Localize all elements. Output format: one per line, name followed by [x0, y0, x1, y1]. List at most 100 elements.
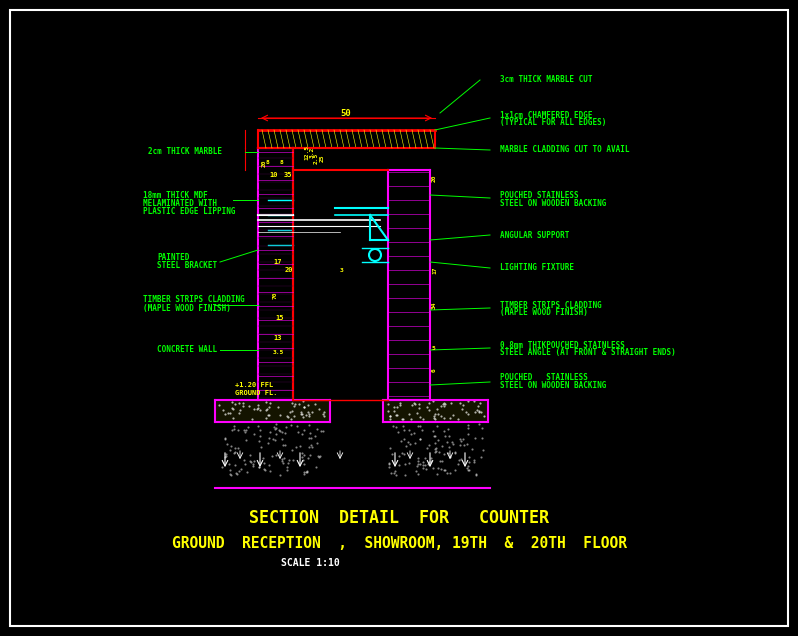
Point: [437, 425, 450, 436]
Point: [435, 401, 448, 411]
Point: [227, 404, 239, 414]
Point: [280, 411, 293, 421]
Point: [276, 456, 289, 466]
Point: [282, 455, 295, 466]
Point: [292, 427, 305, 437]
Point: [452, 459, 464, 469]
Point: [280, 422, 293, 432]
Point: [222, 408, 235, 418]
Point: [388, 402, 401, 412]
Point: [429, 408, 441, 418]
Point: [402, 408, 415, 418]
Point: [239, 435, 252, 445]
Point: [261, 404, 274, 415]
Point: [263, 410, 275, 420]
Text: (MAPLE WOOD FINISH): (MAPLE WOOD FINISH): [143, 303, 231, 312]
Text: STEEL ON WOODEN BACKING: STEEL ON WOODEN BACKING: [500, 382, 606, 391]
Point: [299, 467, 312, 477]
Point: [429, 447, 441, 457]
Bar: [383, 400, 488, 422]
Point: [437, 398, 450, 408]
Text: +1.20 FFL: +1.20 FFL: [235, 382, 273, 388]
Point: [248, 429, 261, 439]
Point: [417, 413, 429, 424]
Point: [314, 451, 326, 461]
Point: [412, 453, 425, 464]
Point: [443, 431, 456, 441]
Point: [393, 451, 405, 461]
Point: [416, 425, 429, 436]
Point: [414, 459, 427, 469]
Point: [215, 462, 228, 473]
Point: [394, 398, 407, 408]
Text: POUCHED STAINLESS: POUCHED STAINLESS: [500, 191, 579, 200]
Point: [417, 457, 429, 467]
Point: [420, 464, 433, 474]
Point: [423, 439, 436, 450]
Point: [421, 459, 434, 469]
Point: [223, 469, 236, 479]
Point: [390, 410, 403, 420]
Point: [224, 465, 237, 475]
Point: [226, 396, 239, 406]
Point: [252, 403, 265, 413]
Point: [302, 411, 315, 421]
Point: [270, 429, 282, 439]
Point: [285, 414, 298, 424]
Point: [448, 464, 461, 474]
Point: [436, 441, 448, 452]
Point: [313, 452, 326, 462]
Point: [259, 405, 272, 415]
Point: [462, 452, 475, 462]
Point: [277, 440, 290, 450]
Point: [382, 459, 395, 469]
Text: GROUND  RECEPTION  ,  SHOWROOM, 19TH  &  20TH  FLOOR: GROUND RECEPTION , SHOWROOM, 19TH & 20TH…: [172, 536, 626, 551]
Point: [457, 399, 470, 410]
Point: [310, 438, 323, 448]
Text: 3cm THICK MARBLE CUT: 3cm THICK MARBLE CUT: [500, 76, 592, 85]
Point: [455, 436, 468, 446]
Point: [414, 434, 427, 445]
Point: [238, 455, 251, 465]
Point: [406, 400, 419, 410]
Point: [428, 413, 440, 423]
Point: [236, 398, 249, 408]
Point: [267, 422, 280, 432]
Point: [290, 421, 303, 431]
Point: [254, 431, 267, 441]
Point: [236, 401, 249, 411]
Point: [298, 402, 310, 412]
Point: [463, 457, 476, 467]
Point: [432, 436, 444, 446]
Point: [297, 396, 310, 406]
Point: [386, 449, 399, 459]
Point: [438, 465, 451, 475]
Point: [233, 398, 246, 408]
Point: [442, 442, 455, 452]
Text: 70: 70: [273, 291, 278, 299]
Point: [413, 403, 425, 413]
Point: [224, 408, 237, 418]
Point: [305, 432, 318, 443]
Point: [427, 463, 440, 473]
Point: [444, 413, 456, 423]
Point: [469, 469, 482, 480]
Text: POUCHED   STAINLESS: POUCHED STAINLESS: [500, 373, 588, 382]
Point: [295, 452, 308, 462]
Text: 10: 10: [270, 172, 279, 178]
Point: [263, 460, 275, 470]
Point: [468, 433, 481, 443]
Point: [229, 447, 242, 457]
Point: [423, 404, 436, 415]
Point: [428, 411, 440, 421]
Point: [240, 467, 253, 477]
Point: [302, 400, 314, 410]
Point: [413, 398, 425, 408]
Point: [425, 453, 437, 464]
Point: [219, 452, 232, 462]
Point: [404, 439, 417, 449]
Point: [284, 407, 297, 417]
Text: 2cm THICK MARBLE: 2cm THICK MARBLE: [148, 148, 222, 156]
Point: [388, 406, 401, 416]
Point: [253, 436, 266, 446]
